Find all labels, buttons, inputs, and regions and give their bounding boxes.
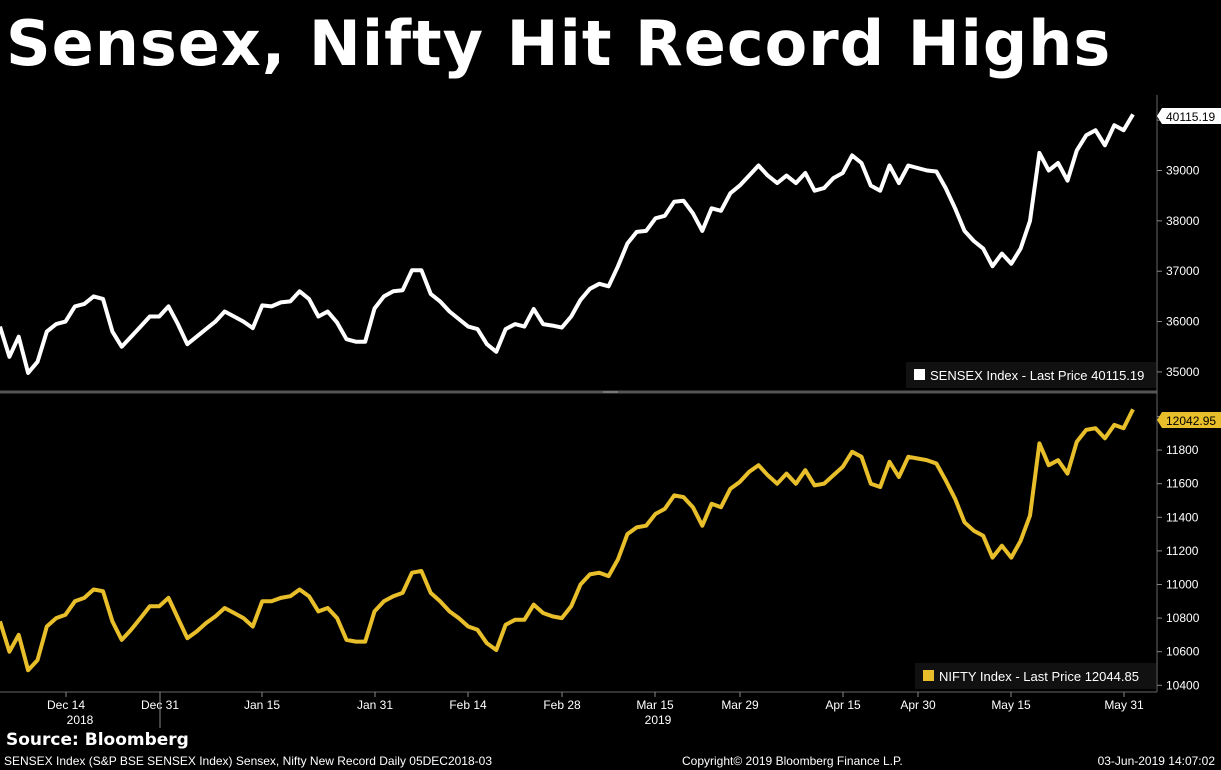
sensex-price-line — [0, 113, 1135, 375]
footer-copyright: Copyright© 2019 Bloomberg Finance L.P. — [682, 754, 903, 768]
nifty-legend-swatch — [923, 670, 934, 681]
nifty-legend: NIFTY Index - Last Price 12044.85 — [915, 663, 1156, 689]
nifty-y-tick-label: 11800 — [1166, 443, 1199, 457]
sensex-y-tick-label: 36000 — [1166, 315, 1200, 329]
x-year-label: 2019 — [645, 713, 672, 727]
sensex-y-tick-label: 38000 — [1166, 214, 1200, 228]
x-tick-label: Mar 15 — [636, 698, 674, 712]
sensex-y-tick-label: 37000 — [1166, 264, 1200, 278]
x-tick-label: Jan 15 — [244, 698, 280, 712]
x-tick-label: Dec 14 — [47, 698, 85, 712]
x-tick-label: May 31 — [1104, 698, 1144, 712]
nifty-y-tick-label: 10400 — [1166, 678, 1200, 692]
x-tick-label: Apr 15 — [825, 698, 861, 712]
sensex-last-price-tag: 40115.19 — [1157, 108, 1221, 124]
nifty-legend-text: NIFTY Index - Last Price 12044.85 — [939, 669, 1139, 684]
x-tick-label: Feb 14 — [449, 698, 487, 712]
nifty-y-tick-label: 11000 — [1166, 577, 1199, 591]
x-axis: Dec 14 Dec 31 Jan 15 Jan 31 Feb 14 Feb 28 Mar … — [47, 692, 1144, 728]
x-tick-label: Apr 30 — [900, 698, 936, 712]
sensex-y-tick-label: 39000 — [1166, 164, 1200, 178]
x-tick-label: Jan 31 — [357, 698, 393, 712]
chart-title: Sensex, Nifty Hit Record Highs — [6, 7, 1112, 80]
nifty-y-tick-label: 11200 — [1166, 544, 1199, 558]
nifty-y-axis: 10400 10600 10800 11000 11200 11400 11600 11800… — [1157, 409, 1200, 692]
footer-left: SENSEX Index (S&P BSE SENSEX Index) Sens… — [4, 754, 492, 768]
sensex-y-axis: 350003600037000380003900040000 — [1157, 113, 1200, 379]
sensex-y-tick-label: 35000 — [1166, 365, 1200, 379]
nifty-y-tick-label: 10800 — [1166, 611, 1200, 625]
sensex-legend-swatch — [914, 369, 925, 380]
nifty-y-tick-label: 11400 — [1166, 510, 1199, 524]
footer-timestamp: 03-Jun-2019 14:07:02 — [1097, 754, 1215, 768]
nifty-last-price-tag: 12042.95 — [1157, 412, 1221, 428]
x-tick-label: May 15 — [991, 698, 1031, 712]
x-tick-label: Feb 28 — [543, 698, 581, 712]
nifty-last-price-label: 12042.95 — [1166, 414, 1216, 428]
sensex-last-price-label: 40115.19 — [1166, 110, 1215, 124]
sensex-legend-text: SENSEX Index - Last Price 40115.19 — [930, 368, 1144, 383]
source-label: Source: Bloomberg — [6, 730, 189, 750]
nifty-y-tick-label: 11600 — [1166, 477, 1199, 491]
x-tick-label: Mar 29 — [721, 698, 759, 712]
x-year-label: 2018 — [67, 713, 94, 727]
nifty-price-line — [0, 408, 1135, 673]
nifty-y-tick-label: 10600 — [1166, 645, 1200, 659]
sensex-legend: SENSEX Index - Last Price 40115.19 — [906, 362, 1156, 388]
